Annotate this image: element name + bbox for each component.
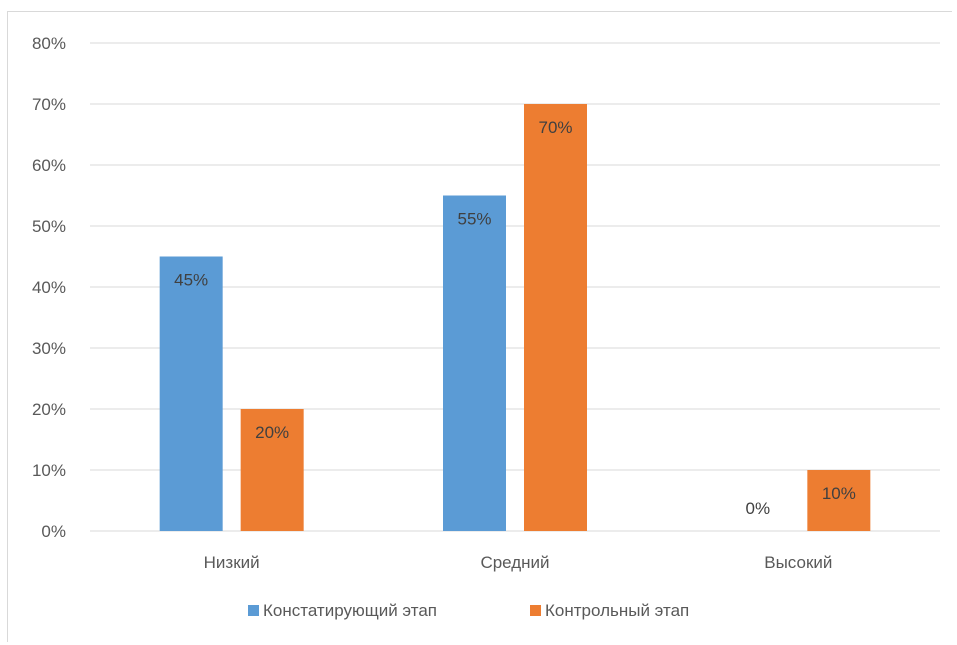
y-tick-label: 40% — [32, 278, 66, 297]
data-label: 10% — [822, 484, 856, 503]
y-tick-label: 50% — [32, 217, 66, 236]
y-tick-label: 10% — [32, 461, 66, 480]
y-axis-tick-labels: 0% 10% 20% 30% 40% 50% 60% 70% 80% — [32, 34, 66, 541]
x-tick-label: Средний — [480, 553, 549, 572]
bar-kontrolnyy — [524, 104, 587, 531]
legend-label: Констатирующий этап — [263, 601, 437, 620]
x-axis-tick-labels: Низкий Средний Высокий — [204, 553, 833, 572]
gridlines — [90, 42, 940, 532]
data-label: 55% — [457, 210, 491, 229]
bar-konstatiruyushchiy — [443, 195, 506, 531]
bar-kontrolnyy — [807, 470, 871, 531]
y-tick-label: 80% — [32, 34, 66, 53]
data-labels: 45% 20% 55% 70% 0% 10% — [174, 118, 856, 518]
y-tick-label: 0% — [41, 522, 66, 541]
legend-swatch — [530, 605, 541, 616]
x-tick-label: Высокий — [764, 553, 832, 572]
data-label: 45% — [174, 271, 208, 290]
legend-label: Контрольный этап — [545, 601, 689, 620]
bars — [159, 104, 871, 531]
y-tick-label: 70% — [32, 95, 66, 114]
x-tick-label: Низкий — [204, 553, 260, 572]
legend: Констатирующий этап Контрольный этап — [248, 601, 689, 620]
y-tick-label: 20% — [32, 400, 66, 419]
bar-konstatiruyushchiy — [159, 256, 223, 531]
y-tick-label: 60% — [32, 156, 66, 175]
data-label: 70% — [538, 118, 572, 137]
legend-swatch — [248, 605, 259, 616]
data-label: 20% — [255, 423, 289, 442]
data-label: 0% — [746, 499, 771, 518]
bar-kontrolnyy — [240, 409, 304, 531]
y-tick-label: 30% — [32, 339, 66, 358]
